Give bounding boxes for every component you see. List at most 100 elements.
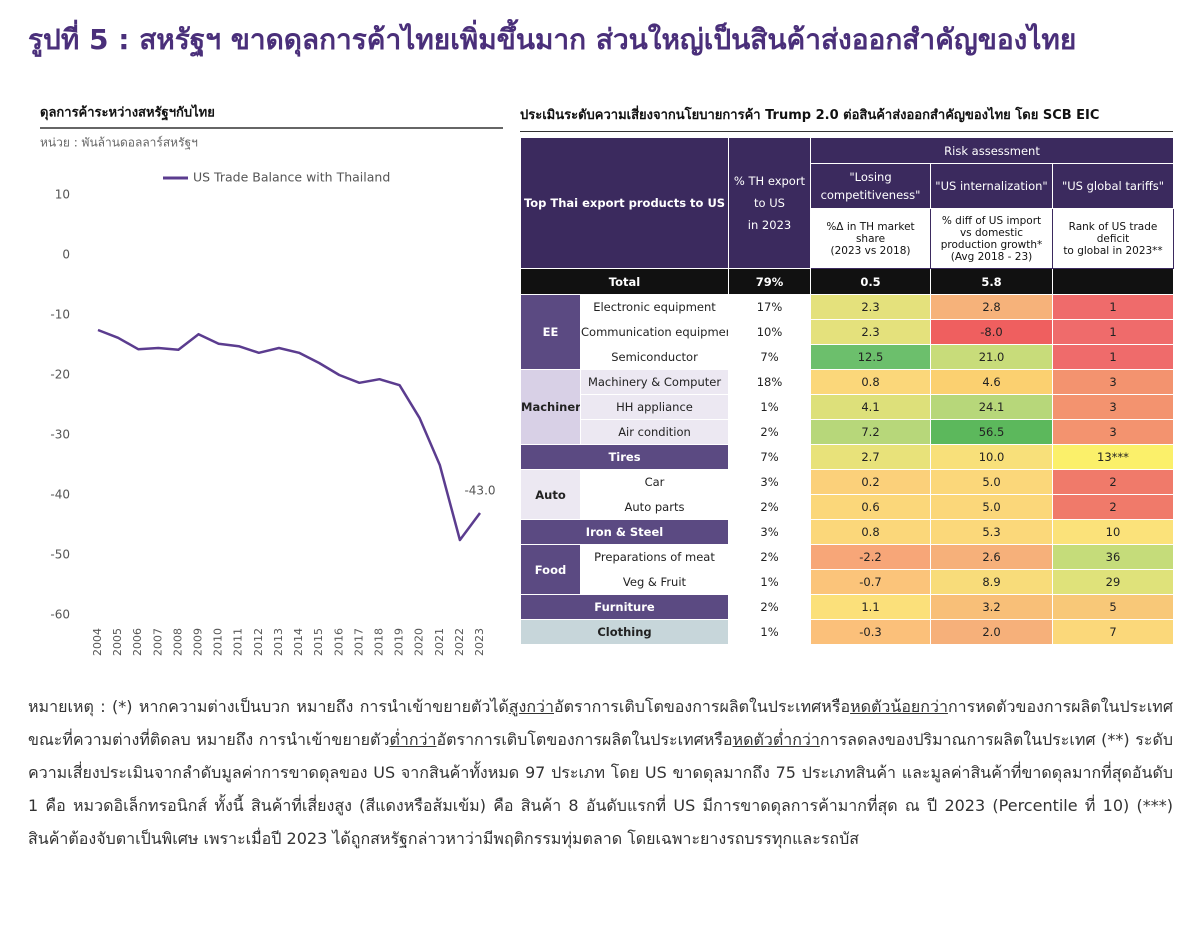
body-row: Veg & Fruit 1% -0.7 8.9 29 [521,569,1174,595]
risk-cell: 21.0 [930,344,1053,370]
total-cell [1052,268,1174,295]
risk-cell: 7 [1052,619,1174,645]
line-series [97,328,482,542]
share-cell: 1% [728,619,811,645]
product-cell: Preparations of meat [580,544,729,570]
risk-cell: 10.0 [930,444,1053,470]
header-cell: "US global tariffs" [1052,163,1174,209]
x-tick-label: 2016 [332,628,345,656]
header-line: production growth* [940,238,1043,251]
group-cell: Clothing [520,619,729,645]
header-line: % TH export [733,174,806,188]
header-line: competitiveness" [820,188,921,202]
product-cell: Semiconductor [580,344,729,370]
header-row: Top Thai export products to US % TH expor… [520,137,1174,269]
share-cell: 7% [728,344,811,370]
risk-cell: 2 [1052,494,1174,520]
share-cell: 1% [728,394,811,420]
risk-cell: 4.1 [810,394,931,420]
x-tick-label: 2011 [232,628,245,656]
risk-cell: -0.7 [810,569,931,595]
risk-cell: 0.6 [810,494,931,520]
share-cell: 1% [728,569,811,595]
header-cell: Rank of US trade deficit to global in 2023… [1052,208,1174,269]
y-tick-label: -50 [50,548,70,562]
body-row: Air condition 2% 7.2 56.5 3 [521,419,1174,445]
risk-cell: 5.0 [930,494,1053,520]
note-text: อัตราการเติบโตของการผลิตในประเทศหรือ [436,730,733,749]
risk-cell: 0.8 [810,369,931,395]
body-row: Furniture 2% 1.1 3.2 5 [520,594,1174,620]
body-row: Auto parts 2% 0.6 5.0 2 [521,494,1174,520]
risk-cell: 3 [1052,394,1174,420]
x-tick-label: 2018 [372,628,385,656]
x-tick-label: 2014 [292,628,305,656]
x-tick-label: 2009 [192,628,205,656]
risk-cell: 0.8 [810,519,931,545]
notes: หมายเหตุ : (*) หากความต่างเป็นบวก หมายถึ… [28,690,1173,855]
note-text: การหดตัวของการผลิตในประเทศ ขณะที่ความต่า… [28,697,1173,749]
risk-cell: 36 [1052,544,1174,570]
header-line: "US internalization" [935,179,1048,193]
x-tick-label: 2007 [151,628,164,656]
y-tick-label: -20 [50,368,70,382]
product-cell: Machinery & Computer [580,369,729,395]
product-cell: Auto parts [580,494,729,520]
share-cell: 17% [728,294,811,320]
x-tick-label: 2019 [393,628,406,656]
risk-cell: -0.3 [810,619,931,645]
chart: ดุลการค้าระหว่างสหรัฐฯกับไทย หน่วย : พัน… [40,104,503,656]
risk-cell: 5.0 [930,469,1053,495]
risk-cell: 12.5 [810,344,931,370]
header-line: share [855,232,886,245]
risk-cell: 3 [1052,419,1174,445]
header-line: Rank of US trade [1068,220,1158,233]
page-title: รูปที่ 5 : สหรัฐฯ ขาดดุลการค้าไทยเพิ่มขึ… [28,23,1077,56]
header-cell: Top Thai export products to US [520,137,729,269]
risk-cell: 5.3 [930,519,1053,545]
body-row: Clothing 1% -0.3 2.0 7 [520,619,1174,645]
product-cell: Communication equipment [580,319,729,345]
risk-cell: 3 [1052,369,1174,395]
risk-cell: 8.9 [930,569,1053,595]
body-row: Food Preparations of meat 2% -2.2 2.6 36 [520,544,1174,595]
body-row: Auto Car 3% 0.2 5.0 2 [520,469,1174,520]
x-tick-label: 2005 [111,628,124,656]
note-text: อัตราการเติบโตของการผลิตในประเทศหรือ [554,697,851,716]
risk-cell: 2.0 [930,619,1053,645]
header-line: to global in 2023** [1063,244,1163,257]
risk-cell: 3.2 [930,594,1053,620]
product-cell: Car [580,469,729,495]
note-text: ต่ำกว่า [389,730,437,749]
body-row: Communication equipment 10% 2.3 -8.0 1 [521,319,1174,345]
risk-cell: -8.0 [930,319,1053,345]
risk-cell: 13*** [1052,444,1174,470]
share-cell: 3% [728,519,811,545]
share-cell: 2% [728,494,811,520]
risk-cell: 0.2 [810,469,931,495]
body-row: EE Electronic equipment 17% 2.3 2.8 1 [520,294,1174,370]
header-line: (2023 vs 2018) [830,244,911,257]
risk-cell: 7.2 [810,419,931,445]
share-cell: 10% [728,319,811,345]
risk-cell: 2.3 [810,319,931,345]
risk-cell: 1.1 [810,594,931,620]
group-cell: Furniture [520,594,729,620]
header-line: % diff of US import [941,214,1042,227]
group-cell: EE [520,294,581,370]
x-tick-label: 2006 [131,628,144,656]
y-tick-label: 0 [62,248,70,262]
header-line: "Losing [849,170,892,184]
share-cell: 2% [728,594,811,620]
group-cell: Auto [520,469,581,520]
group-cell: Iron & Steel [520,519,729,545]
y-tick-label: -30 [50,428,70,442]
share-cell: 7% [728,444,811,470]
note-text: หมายเหตุ : (*) หากความต่างเป็นบวก หมายถึ… [28,697,509,716]
header-row: "Losing competitiveness" "US internalizati… [521,163,1174,209]
risk-cell: 2.7 [810,444,931,470]
x-tick-label: 2021 [433,628,446,656]
y-tick-label: 10 [55,188,70,202]
